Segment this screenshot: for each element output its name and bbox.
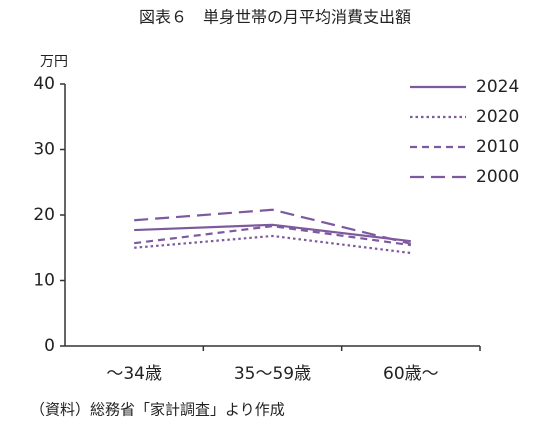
series-line [134,223,411,243]
legend-label: 2000 [476,167,519,187]
legend-label: 2020 [476,107,519,127]
y-tick-label: 0 [44,336,55,356]
x-tick-label: 35～59歳 [234,364,311,384]
y-tick-label: 10 [33,271,55,291]
legend-label: 2010 [476,137,519,157]
legend-label: 2024 [476,77,519,97]
y-unit: 万円 [40,54,68,70]
x-tick-label: 60歳～ [383,364,439,384]
y-tick-label: 30 [33,140,55,160]
series-line [134,208,412,245]
x-tick-label: ～34歳 [106,364,162,384]
series-line [134,225,411,247]
y-tick-label: 20 [33,205,55,225]
y-tick-label: 40 [33,74,55,94]
chart-title: 図表６ 単身世帯の月平均消費支出額 [139,8,411,27]
series-line [134,234,411,255]
source-note: （資料）総務省「家計調査」より作成 [30,401,285,419]
